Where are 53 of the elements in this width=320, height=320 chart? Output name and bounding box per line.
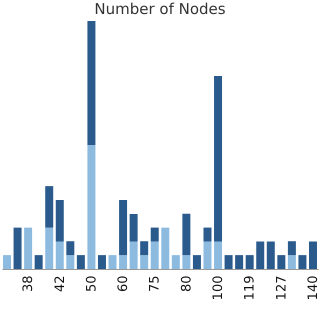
bar	[224, 255, 233, 269]
bar	[76, 255, 85, 269]
bar	[150, 241, 159, 269]
x-tick-label: 42	[52, 276, 68, 292]
bar	[130, 214, 138, 242]
bar	[182, 255, 190, 269]
x-tick-label: 75	[148, 276, 163, 292]
bar	[277, 255, 286, 269]
bar	[288, 241, 296, 256]
bar	[108, 255, 117, 269]
bar	[308, 241, 317, 269]
bar	[119, 255, 128, 269]
bar	[140, 241, 148, 256]
bar	[98, 255, 106, 269]
bar	[66, 241, 74, 256]
bar	[66, 255, 74, 269]
bar	[150, 228, 159, 242]
bar	[288, 255, 296, 269]
bar	[266, 241, 275, 269]
x-tick-label: 60	[116, 276, 132, 292]
x-tick-label: 127	[274, 276, 290, 300]
bar	[130, 241, 138, 269]
bar	[214, 241, 222, 269]
x-tick-label: 119	[242, 276, 258, 300]
bar	[119, 200, 128, 256]
bar	[246, 255, 254, 269]
x-tick-label: 100	[211, 276, 226, 300]
x-tick-label: 140	[306, 276, 320, 300]
bar	[56, 200, 64, 242]
bar	[87, 21, 96, 145]
bar	[161, 228, 170, 269]
bar	[172, 255, 180, 269]
x-tick-label: 80	[179, 276, 194, 292]
bar	[45, 228, 54, 269]
bar	[298, 255, 306, 269]
bar	[87, 145, 96, 269]
chart-title: Number of Nodes	[94, 0, 226, 18]
bar	[192, 255, 201, 269]
bar	[56, 241, 64, 269]
bar	[140, 255, 148, 269]
bar	[214, 76, 222, 242]
x-tick-label: 38	[21, 276, 36, 292]
bar	[45, 186, 54, 228]
bar	[182, 214, 190, 256]
bar	[3, 255, 12, 269]
bar	[203, 241, 212, 269]
x-tick-label: 50	[84, 276, 100, 292]
bar	[24, 228, 32, 269]
bar	[14, 228, 22, 269]
bar	[256, 241, 264, 269]
bar	[203, 228, 212, 242]
bar	[34, 255, 43, 269]
bar	[235, 255, 244, 269]
